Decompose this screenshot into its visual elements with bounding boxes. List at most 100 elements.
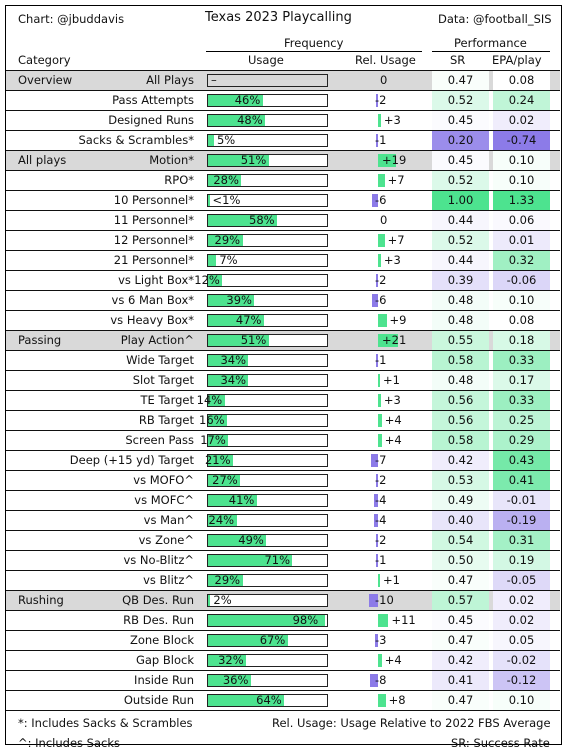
row-label: Screen Pass [125, 433, 194, 447]
epa-cell [493, 611, 550, 630]
epa-cell [493, 71, 550, 90]
epa-value: 0.19 [508, 553, 535, 567]
rel-usage-bar [378, 614, 389, 627]
chart-frame [5, 5, 562, 745]
row-separator [6, 110, 560, 111]
row-separator [6, 250, 560, 251]
sr-cell [432, 611, 489, 630]
usage-bar [208, 155, 269, 166]
usage-label: 12% [194, 273, 220, 287]
epa-value: 0.17 [508, 373, 535, 387]
rel-usage-label: +4 [384, 433, 402, 447]
usage-bar [208, 395, 225, 406]
chart-title: Texas 2023 Playcalling [205, 10, 352, 25]
row-label: vs Man^ [143, 513, 194, 527]
epa-value: 0.32 [508, 253, 535, 267]
sr-value: 0.52 [447, 173, 474, 187]
sr-cell [432, 171, 489, 190]
epa-value: 0.24 [508, 93, 535, 107]
sr-cell [432, 371, 489, 390]
sr-value: 0.44 [447, 253, 474, 267]
sr-cell [432, 571, 489, 590]
sr-value: 0.48 [447, 293, 474, 307]
row-separator [6, 70, 560, 71]
sr-cell [432, 211, 489, 230]
epa-cell [493, 491, 550, 510]
row-separator [6, 670, 560, 671]
sr-cell [432, 131, 489, 150]
usage-bar [208, 195, 210, 206]
sr-value: 0.52 [447, 93, 474, 107]
row-label: 21 Personnel* [113, 253, 194, 267]
performance-underline [432, 51, 550, 52]
row-separator [6, 690, 560, 691]
epa-cell [493, 571, 550, 590]
epa-cell [493, 271, 550, 290]
row-separator [6, 410, 560, 411]
sr-cell [432, 691, 489, 710]
usage-bar-track [207, 394, 328, 407]
rel-usage-bar [378, 254, 381, 267]
sr-value: 0.47 [447, 573, 474, 587]
usage-label: 5% [216, 133, 236, 147]
rel-usage-label: -3 [375, 633, 387, 647]
frequency-underline [206, 51, 422, 52]
sr-cell [432, 331, 489, 350]
epa-value: -0.74 [506, 133, 537, 147]
row-label: vs No-Blitz^ [123, 553, 194, 567]
rel-usage-label: -1 [375, 553, 387, 567]
rel-usage-label: +3 [383, 113, 401, 127]
rel-usage-label: +4 [384, 413, 402, 427]
sr-cell [432, 231, 489, 250]
row-label: Gap Block [135, 653, 194, 667]
epa-value: 0.33 [508, 353, 535, 367]
category-label: All plays [18, 153, 67, 167]
row-label: 12 Personnel* [113, 233, 194, 247]
col-category: Category [18, 53, 71, 67]
sr-cell [432, 71, 489, 90]
sr-value: 0.49 [447, 493, 474, 507]
sr-value: 0.55 [447, 333, 474, 347]
epa-cell [493, 691, 550, 710]
usage-label: 34% [220, 353, 247, 367]
row-label: RB Des. Run [123, 613, 194, 627]
rel-usage-label: +19 [382, 153, 407, 167]
rel-usage-bar [371, 454, 378, 467]
sr-cell [432, 151, 489, 170]
footnote-sr: SR: Success Rate [451, 736, 550, 750]
row-label: Slot Target [132, 373, 194, 387]
epa-value: 0.10 [508, 153, 535, 167]
sr-cell [432, 431, 489, 450]
epa-value: 0.31 [508, 533, 535, 547]
epa-cell [493, 211, 550, 230]
sr-value: 0.52 [447, 233, 474, 247]
usage-label: 29% [214, 233, 241, 247]
rel-usage-label: -4 [375, 493, 387, 507]
usage-label: 27% [212, 473, 238, 487]
row-separator [6, 230, 560, 231]
row-label: Play Action^ [120, 333, 194, 347]
row-separator [6, 630, 560, 631]
usage-bar [208, 355, 249, 366]
rel-usage-bar [378, 394, 381, 407]
sr-cell [432, 411, 489, 430]
usage-bar [208, 655, 247, 666]
rel-usage-bar [378, 694, 386, 707]
usage-label: 46% [234, 93, 261, 107]
sr-value: 0.42 [447, 453, 474, 467]
usage-bar-track [207, 74, 328, 87]
rel-usage-label: +4 [384, 653, 402, 667]
row-separator [6, 270, 560, 271]
usage-bar [208, 575, 243, 586]
epa-value: 1.33 [508, 193, 535, 207]
epa-cell [493, 431, 550, 450]
epa-value: -0.06 [506, 273, 537, 287]
usage-bar [208, 535, 267, 546]
row-label: vs Zone^ [138, 533, 194, 547]
rel-usage-label: +21 [382, 333, 407, 347]
sr-cell [432, 451, 489, 470]
row-separator [6, 390, 560, 391]
rel-usage-bar [376, 94, 378, 107]
usage-bar [208, 635, 288, 646]
rel-usage-bar [376, 554, 378, 567]
